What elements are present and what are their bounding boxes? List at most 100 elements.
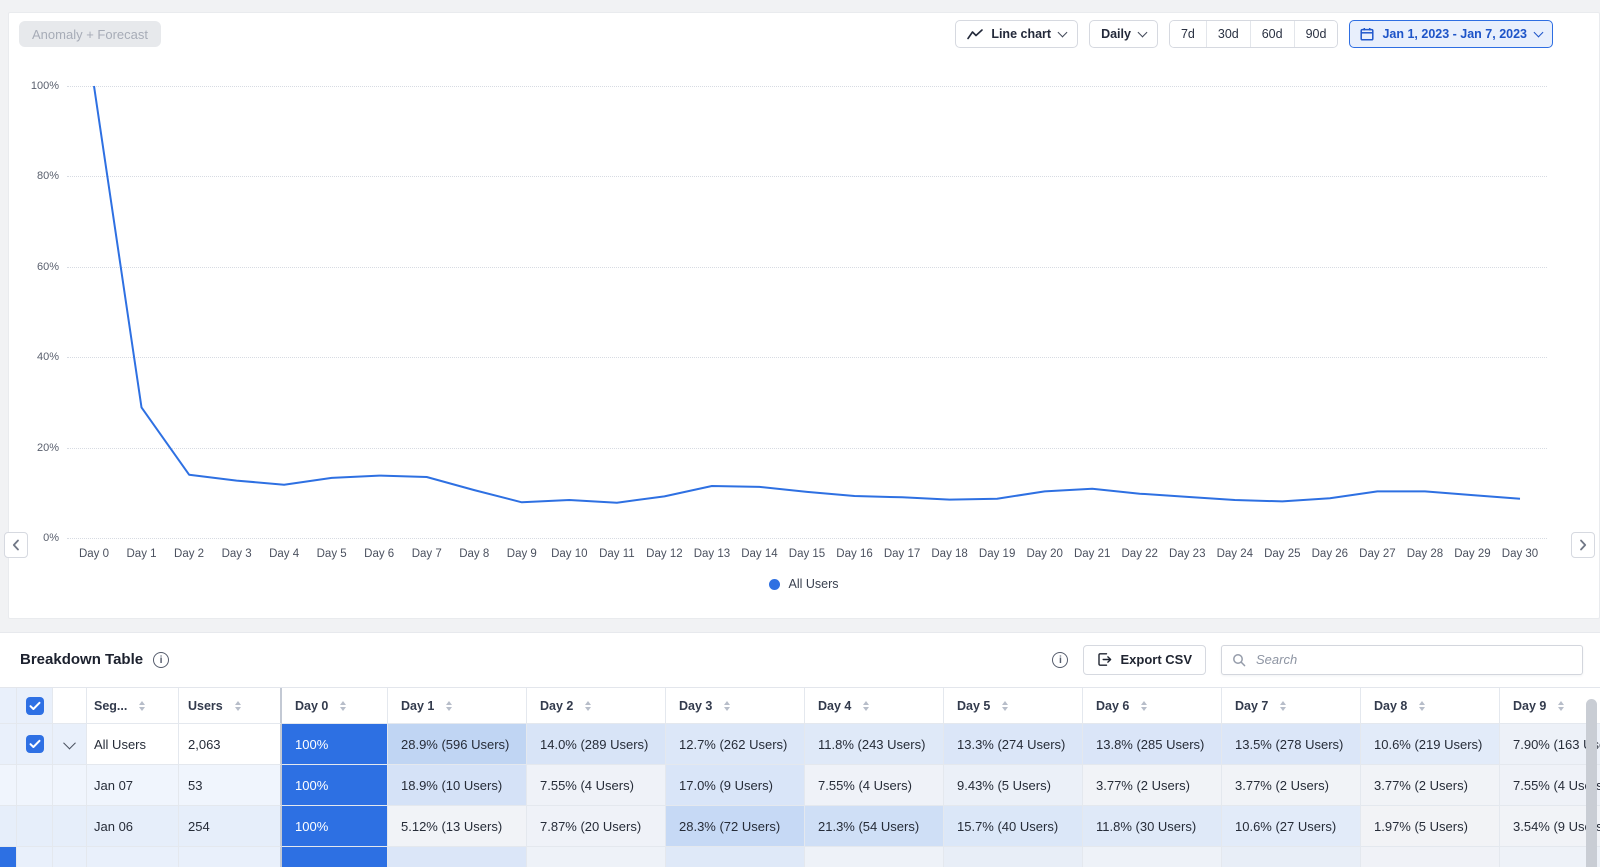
retention-cell-day-3[interactable]: 28.3% (72 Users) — [666, 806, 805, 847]
gridline — [67, 538, 1547, 539]
retention-cell-day-3[interactable]: 12.7% (262 Users) — [666, 724, 805, 765]
column-header-day-8[interactable]: Day 8 — [1361, 688, 1500, 724]
retention-cell-day-9[interactable] — [1500, 847, 1600, 867]
date-range-label: Jan 1, 2023 - Jan 7, 2023 — [1382, 27, 1527, 41]
retention-cell-day-7[interactable]: 3.77% (2 Users) — [1222, 765, 1361, 806]
date-range-picker[interactable]: Jan 1, 2023 - Jan 7, 2023 — [1349, 20, 1553, 48]
chart-card: Anomaly + Forecast Line chart Daily 7d 3… — [8, 12, 1600, 619]
column-header-day-1[interactable]: Day 1 — [388, 688, 527, 724]
retention-cell-day-7[interactable] — [1222, 847, 1361, 867]
x-axis-label: Day 29 — [1454, 548, 1491, 560]
column-header-day-7[interactable]: Day 7 — [1222, 688, 1361, 724]
retention-cell-day-6[interactable]: 13.8% (285 Users) — [1083, 724, 1222, 765]
anomaly-forecast-button[interactable]: Anomaly + Forecast — [19, 21, 161, 47]
retention-cell-day-0[interactable]: 100% — [282, 806, 388, 847]
retention-cell-day-6[interactable] — [1083, 847, 1222, 867]
sort-icon[interactable] — [446, 701, 452, 711]
retention-cell-day-2[interactable]: 14.0% (289 Users) — [527, 724, 666, 765]
retention-cell-day-8[interactable] — [1361, 847, 1500, 867]
preset-60d-button[interactable]: 60d — [1249, 21, 1294, 47]
column-header-day-2[interactable]: Day 2 — [527, 688, 666, 724]
retention-cell-day-4[interactable]: 7.55% (4 Users) — [805, 765, 944, 806]
column-header-label: Day 6 — [1096, 698, 1130, 713]
retention-cell-day-0[interactable] — [282, 847, 388, 867]
retention-cell-day-3[interactable]: 17.0% (9 Users) — [666, 765, 805, 806]
sort-icon[interactable] — [585, 701, 591, 711]
sort-icon[interactable] — [1280, 701, 1286, 711]
column-header-day-6[interactable]: Day 6 — [1083, 688, 1222, 724]
column-header-day-4[interactable]: Day 4 — [805, 688, 944, 724]
retention-cell-day-9[interactable]: 7.90% (163 Users) — [1500, 724, 1600, 765]
x-axis-label: Day 16 — [836, 548, 873, 560]
row-gutter-cell — [0, 724, 17, 765]
retention-cell-day-9[interactable]: 3.54% (9 Users) — [1500, 806, 1600, 847]
x-axis-label: Day 1 — [126, 548, 157, 560]
sort-icon[interactable] — [724, 701, 730, 711]
retention-cell-day-3[interactable] — [666, 847, 805, 867]
granularity-label: Daily — [1101, 27, 1131, 41]
x-axis-label: Day 0 — [78, 548, 110, 560]
retention-cell-day-5[interactable]: 15.7% (40 Users) — [944, 806, 1083, 847]
chart-legend[interactable]: All Users — [9, 575, 1599, 593]
header-checkbox-cell — [17, 688, 53, 724]
scroll-right-button[interactable] — [1571, 532, 1595, 558]
retention-cell-day-2[interactable]: 7.55% (4 Users) — [527, 765, 666, 806]
column-header-day-3[interactable]: Day 3 — [666, 688, 805, 724]
preset-30d-button[interactable]: 30d — [1205, 21, 1250, 47]
retention-cell-day-9[interactable]: 7.55% (4 Users) — [1500, 765, 1600, 806]
retention-cell-day-0[interactable]: 100% — [282, 765, 388, 806]
row-expander-cell — [53, 765, 87, 806]
sort-icon[interactable] — [139, 701, 145, 711]
column-header-label: Users — [188, 698, 223, 713]
retention-cell-day-1[interactable]: 18.9% (10 Users) — [388, 765, 527, 806]
row-checkbox-checked[interactable] — [25, 696, 44, 715]
preset-90d-button[interactable]: 90d — [1293, 21, 1338, 47]
retention-cell-day-1[interactable]: 28.9% (596 Users) — [388, 724, 527, 765]
search-input[interactable] — [1254, 651, 1572, 668]
retention-cell-day-8[interactable]: 1.97% (5 Users) — [1361, 806, 1500, 847]
retention-cell-day-1[interactable]: 5.12% (13 Users) — [388, 806, 527, 847]
column-header-day-9[interactable]: Day 9 — [1500, 688, 1600, 724]
preset-7d-button[interactable]: 7d — [1169, 21, 1206, 47]
column-header-day-0[interactable]: Day 0 — [282, 688, 388, 724]
retention-cell-day-6[interactable]: 11.8% (30 Users) — [1083, 806, 1222, 847]
column-header-users[interactable]: Users — [179, 688, 282, 724]
chevron-down-icon[interactable] — [63, 736, 76, 749]
vertical-scrollbar[interactable] — [1586, 699, 1597, 867]
retention-cell-day-5[interactable] — [944, 847, 1083, 867]
retention-cell-day-4[interactable] — [805, 847, 944, 867]
sort-icon[interactable] — [1002, 701, 1008, 711]
export-csv-button[interactable]: Export CSV — [1083, 644, 1206, 675]
column-header-label: Day 7 — [1235, 698, 1269, 713]
row-checkbox-checked[interactable] — [25, 735, 44, 753]
retention-cell-day-7[interactable]: 10.6% (27 Users) — [1222, 806, 1361, 847]
sort-icon[interactable] — [1141, 701, 1147, 711]
retention-cell-day-5[interactable]: 9.43% (5 Users) — [944, 765, 1083, 806]
gridline — [67, 266, 1547, 268]
sort-icon[interactable] — [1419, 701, 1425, 711]
sort-icon[interactable] — [1558, 701, 1564, 711]
column-header-seg[interactable]: Seg... — [87, 688, 179, 724]
info-icon[interactable]: i — [1052, 651, 1069, 668]
granularity-dropdown[interactable]: Daily — [1089, 20, 1158, 48]
sort-icon[interactable] — [340, 701, 346, 711]
info-icon[interactable]: i — [153, 651, 170, 668]
retention-cell-day-2[interactable] — [527, 847, 666, 867]
chart-type-dropdown[interactable]: Line chart — [955, 20, 1079, 48]
sort-icon[interactable] — [235, 701, 241, 711]
retention-cell-day-0[interactable]: 100% — [282, 724, 388, 765]
retention-cell-day-6[interactable]: 3.77% (2 Users) — [1083, 765, 1222, 806]
retention-cell-day-4[interactable]: 11.8% (243 Users) — [805, 724, 944, 765]
retention-cell-day-7[interactable]: 13.5% (278 Users) — [1222, 724, 1361, 765]
row-checkbox-cell — [17, 765, 53, 806]
segment-cell: All Users — [87, 724, 179, 765]
retention-cell-day-5[interactable]: 13.3% (274 Users) — [944, 724, 1083, 765]
retention-cell-day-8[interactable]: 10.6% (219 Users) — [1361, 724, 1500, 765]
sort-icon[interactable] — [863, 701, 869, 711]
scroll-left-button[interactable] — [4, 532, 28, 558]
retention-cell-day-1[interactable] — [388, 847, 527, 867]
retention-cell-day-4[interactable]: 21.3% (54 Users) — [805, 806, 944, 847]
retention-cell-day-8[interactable]: 3.77% (2 Users) — [1361, 765, 1500, 806]
retention-cell-day-2[interactable]: 7.87% (20 Users) — [527, 806, 666, 847]
column-header-day-5[interactable]: Day 5 — [944, 688, 1083, 724]
